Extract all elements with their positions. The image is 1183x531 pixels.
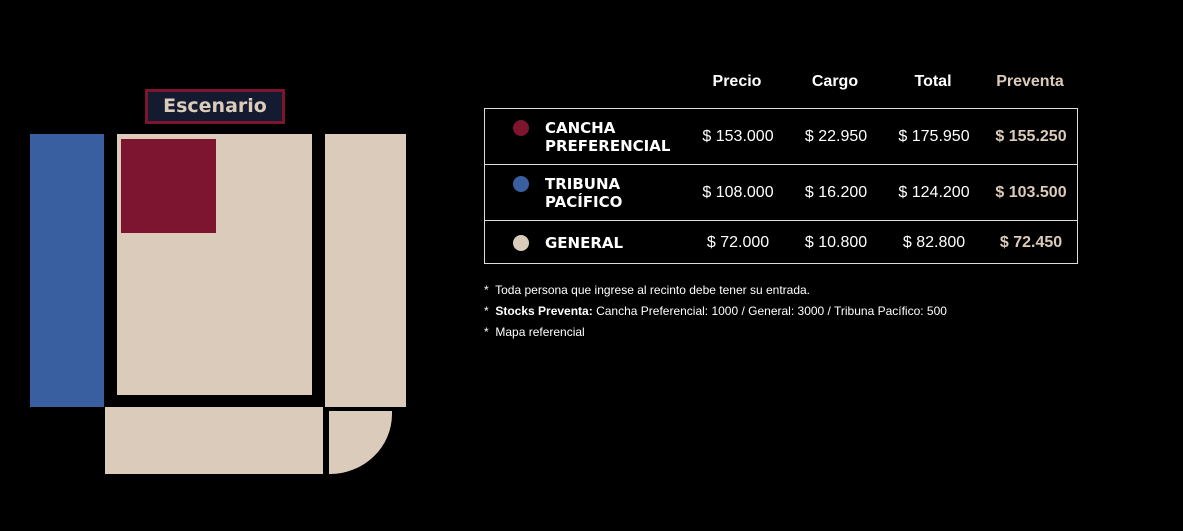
- header-precio: Precio: [712, 73, 762, 90]
- total: $ 175.950: [898, 128, 970, 145]
- header-total: Total: [914, 73, 952, 90]
- preventa: $ 103.500: [995, 184, 1067, 201]
- preventa: $ 155.250: [995, 128, 1067, 145]
- row-label: TRIBUNA PACÍFICO: [545, 175, 623, 211]
- precio: $ 108.000: [702, 184, 774, 201]
- cargo: $ 22.950: [804, 128, 868, 145]
- tribuna-color-dot: [513, 176, 529, 192]
- note-entrada: * Toda persona que ingrese al recinto de…: [484, 283, 811, 297]
- cancha-color-dot: [513, 120, 529, 136]
- table-row: CANCHA PREFERENCIAL $ 153.000 $ 22.950 $ …: [485, 109, 1077, 165]
- stage-label: Escenario: [145, 89, 285, 124]
- preventa: $ 72.450: [999, 234, 1063, 251]
- table-row: TRIBUNA PACÍFICO $ 108.000 $ 16.200 $ 124…: [485, 165, 1077, 221]
- row-label: GENERAL: [545, 234, 624, 252]
- total: $ 124.200: [898, 184, 970, 201]
- section-general-bottom[interactable]: [105, 407, 323, 474]
- header-cargo: Cargo: [811, 73, 859, 90]
- row-label: CANCHA PREFERENCIAL: [545, 119, 671, 155]
- precio: $ 153.000: [702, 128, 774, 145]
- total: $ 82.800: [902, 234, 966, 251]
- section-tribuna-pacifico[interactable]: [30, 134, 104, 407]
- section-cancha-preferencial[interactable]: [121, 139, 216, 233]
- note-mapa: * Mapa referencial: [484, 325, 585, 339]
- section-general-right[interactable]: [325, 134, 406, 407]
- cargo: $ 16.200: [804, 184, 868, 201]
- note-stocks: * Stocks Preventa: Cancha Preferencial: …: [484, 304, 947, 318]
- header-preventa: Preventa: [996, 73, 1064, 90]
- table-row: GENERAL $ 72.000 $ 10.800 $ 82.800 $ 72.…: [485, 221, 1077, 265]
- cargo: $ 10.800: [804, 234, 868, 251]
- precio: $ 72.000: [706, 234, 770, 251]
- price-table: CANCHA PREFERENCIAL $ 153.000 $ 22.950 $ …: [484, 108, 1078, 264]
- general-color-dot: [513, 235, 529, 251]
- section-general-corner[interactable]: [329, 411, 392, 474]
